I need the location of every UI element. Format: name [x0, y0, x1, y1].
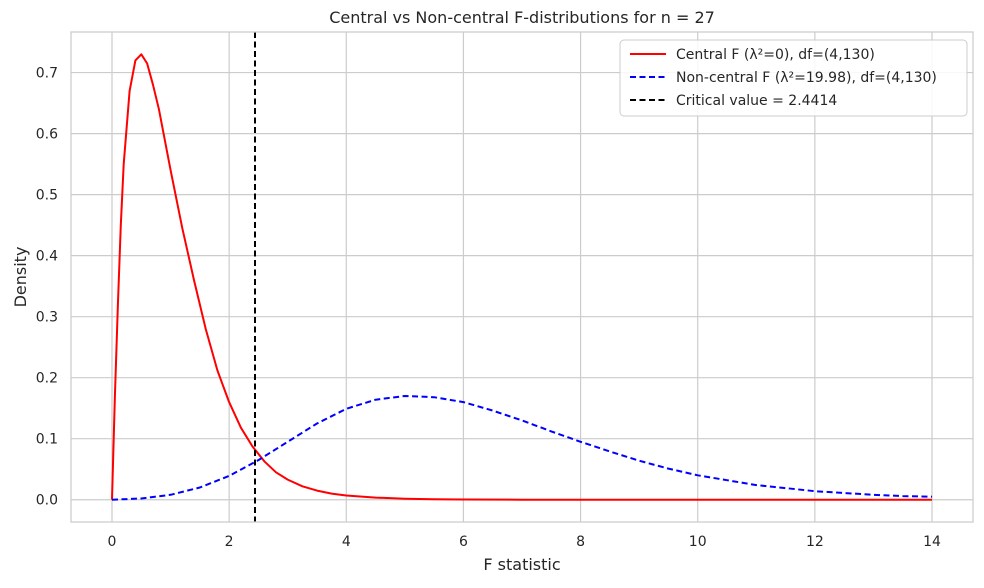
legend-label: Central F (λ²=0), df=(4,130): [676, 47, 875, 63]
y-tick-label: 0.6: [36, 127, 58, 143]
chart-title: Central vs Non-central F-distributions f…: [329, 8, 715, 27]
legend-label: Non-central F (λ²=19.98), df=(4,130): [676, 70, 937, 86]
x-tick-label: 2: [225, 534, 234, 550]
x-tick-label: 6: [459, 534, 468, 550]
central-f-line: [111, 53, 932, 501]
legend-label: Critical value = 2.4414: [676, 93, 837, 109]
y-tick-label: 0.3: [36, 310, 58, 326]
x-axis-label: F statistic: [483, 555, 560, 574]
y-tick-label: 0.2: [36, 371, 58, 387]
tick-layer: 0 2 4 6 8 10 12 14 0.0 0.1 0.2 0.3 0.4 0.5 0.6 0.7: [36, 66, 941, 550]
y-tick-label: 0.0: [36, 493, 58, 509]
legend: Central F (λ²=0), df=(4,130) Non-central …: [619, 39, 968, 117]
plot-frame: [70, 31, 974, 523]
x-tick-label: 12: [806, 534, 824, 550]
legend-box: [619, 39, 968, 117]
x-tick-label: 4: [342, 534, 351, 550]
y-tick-label: 0.4: [36, 249, 58, 265]
series-layer: [111, 32, 933, 522]
x-tick-label: 14: [923, 534, 941, 550]
x-tick-label: 0: [108, 534, 117, 550]
noncentral-f-line: [111, 395, 933, 501]
y-tick-label: 0.7: [36, 66, 58, 82]
y-tick-label: 0.5: [36, 188, 58, 204]
x-tick-label: 8: [576, 534, 585, 550]
y-tick-label: 0.1: [36, 432, 58, 448]
x-tick-label: 10: [689, 534, 707, 550]
y-axis-label: Density: [11, 247, 30, 308]
